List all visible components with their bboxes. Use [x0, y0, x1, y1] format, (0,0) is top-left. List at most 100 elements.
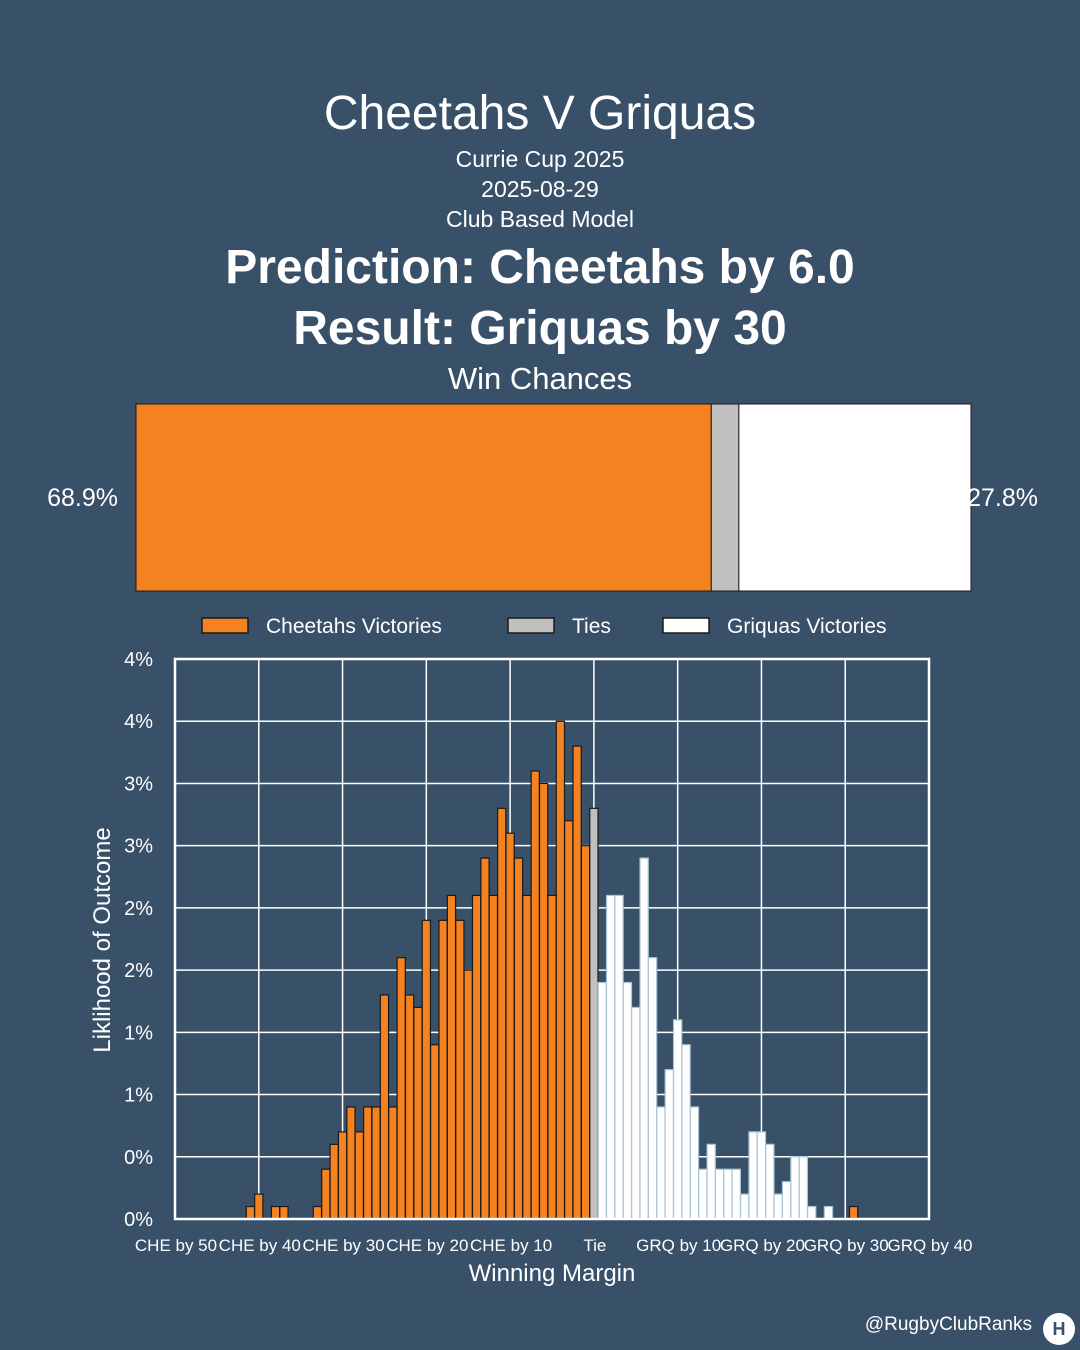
bar-griquas — [773, 1193, 783, 1220]
bar-cheetahs — [346, 1106, 356, 1220]
plot-frame — [173, 657, 931, 1221]
win-segment-cheetahs — [135, 403, 712, 592]
bar-cheetahs — [371, 1106, 381, 1220]
bar-griquas — [664, 1069, 674, 1220]
griquas-win-pct: 27.8% — [967, 484, 1038, 512]
y-tick-label: 4% — [124, 649, 153, 671]
x-tick-label: GRQ by 20 — [720, 1236, 805, 1255]
bar-griquas — [765, 1143, 775, 1220]
bar-cheetahs — [555, 720, 566, 1220]
bar-griquas — [739, 1193, 750, 1220]
bar-cheetahs — [430, 1044, 440, 1220]
x-tick-label: Tie — [583, 1236, 606, 1255]
bar-griquas — [631, 1006, 641, 1220]
bar-griquas — [731, 1168, 742, 1220]
x-tick-label: CHE by 10 — [470, 1236, 552, 1255]
y-tick-label: 2% — [124, 960, 153, 982]
y-tick-label: 1% — [124, 1022, 153, 1044]
bar-cheetahs — [480, 857, 490, 1220]
bar-tie — [589, 807, 599, 1220]
y-tick-label: 0% — [124, 1209, 153, 1231]
x-tick-label: CHE by 40 — [219, 1236, 301, 1255]
bar-cheetahs — [463, 969, 473, 1220]
bar-griquas — [698, 1168, 708, 1220]
chart-title: Cheetahs V Griquas — [323, 87, 757, 140]
bar-griquas — [798, 1156, 809, 1220]
legend-swatch-1 — [507, 617, 555, 634]
win-chances-title: Win Chances — [447, 361, 633, 396]
bar-cheetahs — [530, 770, 540, 1220]
competition-label: Currie Cup 2025 — [455, 146, 625, 172]
bar-cheetahs — [396, 957, 406, 1220]
match-date: 2025-08-29 — [481, 176, 599, 202]
bar-cheetahs — [329, 1143, 339, 1220]
legend-label-1: Ties — [572, 615, 611, 638]
bar-cheetahs — [388, 1106, 398, 1220]
win-segment-ties — [710, 403, 740, 592]
bar-griquas — [723, 1168, 733, 1220]
bar-griquas — [714, 1168, 725, 1220]
result-text: Result: Griquas by 30 — [293, 302, 787, 355]
bar-griquas — [639, 857, 649, 1220]
x-tick-label: GRQ by 10 — [636, 1236, 721, 1255]
footer-handle: @RugbyClubRanks — [864, 1314, 1032, 1335]
x-axis-title: Winning Margin — [469, 1260, 636, 1287]
legend-label-0: Cheetahs Victories — [266, 615, 442, 638]
bar-griquas — [597, 981, 607, 1220]
bar-cheetahs — [321, 1168, 331, 1220]
bar-cheetahs — [404, 994, 415, 1220]
y-tick-label: 4% — [124, 711, 153, 733]
bar-cheetahs — [245, 1205, 256, 1220]
bar-griquas — [647, 957, 658, 1220]
bar-cheetahs — [547, 894, 557, 1220]
legend-swatch-0 — [201, 617, 249, 634]
bar-cheetahs — [254, 1193, 264, 1220]
bar-griquas — [790, 1156, 800, 1220]
rugby-posts-icon: H — [1043, 1313, 1075, 1345]
y-tick-label: 3% — [124, 836, 153, 858]
x-tick-label: CHE by 50 — [135, 1236, 217, 1255]
x-tick-label: CHE by 30 — [302, 1236, 384, 1255]
bar-cheetahs — [413, 1006, 423, 1220]
bar-griquas — [681, 1044, 691, 1220]
bar-cheetahs — [513, 857, 524, 1220]
bar-griquas — [605, 894, 616, 1220]
bar-cheetahs — [421, 919, 432, 1220]
bar-cheetahs — [362, 1106, 373, 1220]
bar-griquas — [823, 1205, 834, 1220]
bar-griquas — [748, 1131, 758, 1220]
y-axis-title: Liklihood of Outcome — [89, 827, 116, 1052]
x-tick-label: CHE by 20 — [386, 1236, 468, 1255]
bar-cheetahs — [538, 782, 549, 1220]
bar-cheetahs — [522, 894, 532, 1220]
bar-cheetahs — [848, 1205, 859, 1220]
bar-cheetahs — [312, 1205, 323, 1220]
legend-swatch-2 — [662, 617, 710, 634]
bar-griquas — [656, 1106, 666, 1220]
bar-cheetahs — [438, 919, 448, 1220]
bar-griquas — [781, 1181, 792, 1220]
bar-griquas — [706, 1143, 716, 1220]
bar-cheetahs — [270, 1205, 281, 1220]
bar-griquas — [614, 894, 624, 1220]
bar-cheetahs — [580, 845, 591, 1220]
cheetahs-win-pct: 68.9% — [47, 484, 118, 512]
bar-cheetahs — [497, 807, 507, 1220]
y-tick-label: 0% — [124, 1147, 153, 1169]
y-tick-label: 3% — [124, 773, 153, 795]
legend-label-2: Griquas Victories — [727, 615, 887, 638]
bar-cheetahs — [488, 894, 499, 1220]
bar-cheetahs — [337, 1131, 348, 1220]
win-segment-griquas — [738, 403, 972, 592]
bar-cheetahs — [505, 832, 515, 1220]
bar-griquas — [756, 1131, 767, 1220]
x-tick-label: GRQ by 30 — [804, 1236, 889, 1255]
prediction-text: Prediction: Cheetahs by 6.0 — [225, 241, 855, 294]
y-tick-label: 1% — [124, 1085, 153, 1107]
bar-cheetahs — [455, 919, 465, 1220]
bar-griquas — [672, 1019, 683, 1220]
bar-cheetahs — [279, 1205, 289, 1220]
model-label: Club Based Model — [446, 206, 634, 232]
bar-griquas — [622, 981, 633, 1220]
